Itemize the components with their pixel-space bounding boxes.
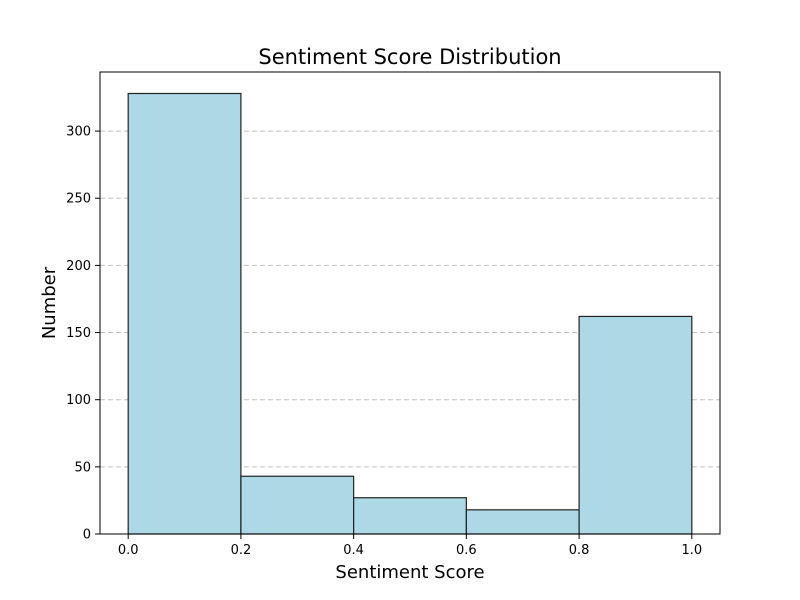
x-tick-label: 0.8 <box>569 543 590 558</box>
histogram-bar <box>465 509 580 535</box>
x-tick-label: 0.2 <box>231 543 252 558</box>
y-ticks: 0 50 100 150 200 250 300 <box>66 125 100 543</box>
y-tick-label: 300 <box>66 125 91 140</box>
y-tick-label: 250 <box>66 192 91 207</box>
x-tick-label: 1.0 <box>681 543 702 558</box>
histogram-bar <box>353 497 467 535</box>
y-tick-label: 200 <box>66 259 91 274</box>
histogram-bar <box>578 315 693 535</box>
histogram-bar <box>240 475 355 535</box>
x-tick-label: 0.0 <box>118 543 139 558</box>
plot-frame <box>99 71 721 535</box>
y-axis-label: Number <box>39 266 60 339</box>
y-tick-label: 150 <box>66 326 91 341</box>
x-tick-label: 0.4 <box>343 543 364 558</box>
x-axis-label: Sentiment Score <box>335 562 484 583</box>
bars-layer <box>127 92 693 535</box>
x-tick-label: 0.6 <box>456 543 477 558</box>
y-tick-label: 100 <box>66 393 91 408</box>
y-tick-label: 50 <box>74 460 91 475</box>
histogram-bar <box>127 92 242 535</box>
x-ticks: 0.0 0.2 0.4 0.6 0.8 1.0 <box>118 534 702 558</box>
chart-title: Sentiment Score Distribution <box>258 45 561 69</box>
y-tick-label: 0 <box>83 528 91 543</box>
